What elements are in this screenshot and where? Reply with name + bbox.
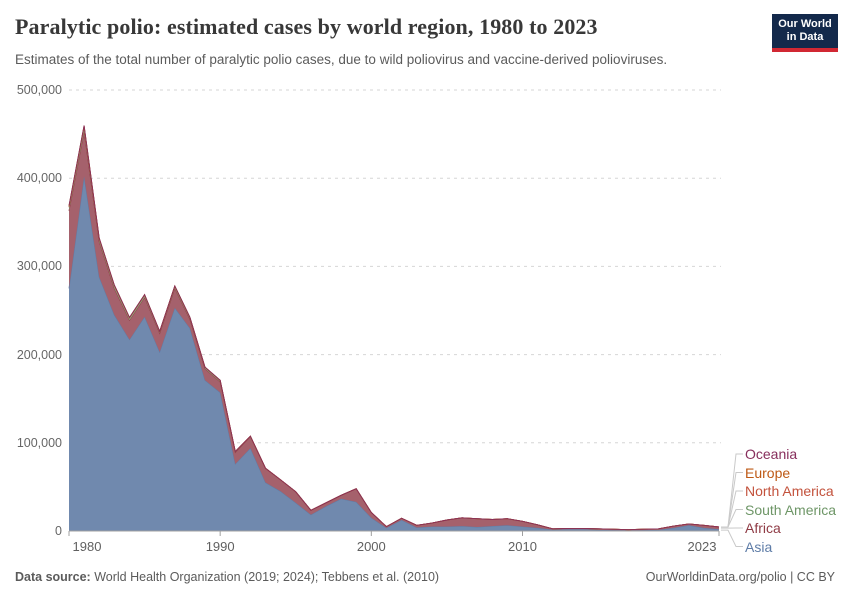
- xtick-label-2023: 2023: [687, 539, 717, 554]
- area-outline-oceania: [68, 125, 720, 531]
- legend-item-south-america[interactable]: South America: [745, 501, 837, 518]
- chart-footer: Data source: World Health Organization (…: [15, 570, 835, 584]
- data-source-note: Data source: World Health Organization (…: [15, 570, 439, 584]
- xtick-label-2010: 2010: [508, 539, 537, 554]
- legend-item-europe[interactable]: Europe: [745, 464, 791, 481]
- legend-item-africa[interactable]: Africa: [745, 520, 781, 536]
- legend-item-asia[interactable]: Asia: [745, 538, 773, 555]
- ytick-label-500000: 500,000: [16, 83, 62, 97]
- legend-connector-asia: [721, 529, 743, 547]
- data-source-label: Data source:: [15, 570, 91, 584]
- ytick-label-100000: 100,000: [16, 435, 62, 450]
- area-asia[interactable]: [69, 176, 719, 531]
- chart-subtitle: Estimates of the total number of paralyt…: [15, 52, 668, 67]
- xtick-label-1990: 1990: [205, 539, 235, 554]
- ytick-label-0: 0: [55, 524, 62, 538]
- owid-logo[interactable]: Our World in Data: [772, 14, 838, 52]
- owid-logo-line1: Our World: [778, 18, 832, 30]
- data-source-text: World Health Organization (2019; 2024); …: [90, 570, 440, 584]
- legend-item-oceania[interactable]: Oceania: [745, 446, 798, 462]
- page-title: Paralytic polio: estimated cases by worl…: [15, 14, 598, 39]
- xtick-label-1980: 1980: [72, 539, 102, 554]
- ytick-label-300000: 300,000: [16, 259, 62, 274]
- ytick-label-200000: 200,000: [16, 347, 62, 362]
- xtick-label-2000: 2000: [356, 539, 386, 554]
- legend-connector-south-america: [721, 509, 743, 528]
- owid-cc-link[interactable]: OurWorldinData.org/polio | CC BY: [645, 570, 835, 584]
- ytick-label-400000: 400,000: [16, 171, 62, 186]
- legend-item-north-america[interactable]: North America: [745, 483, 834, 499]
- owid-logo-line2: in Data: [786, 31, 824, 43]
